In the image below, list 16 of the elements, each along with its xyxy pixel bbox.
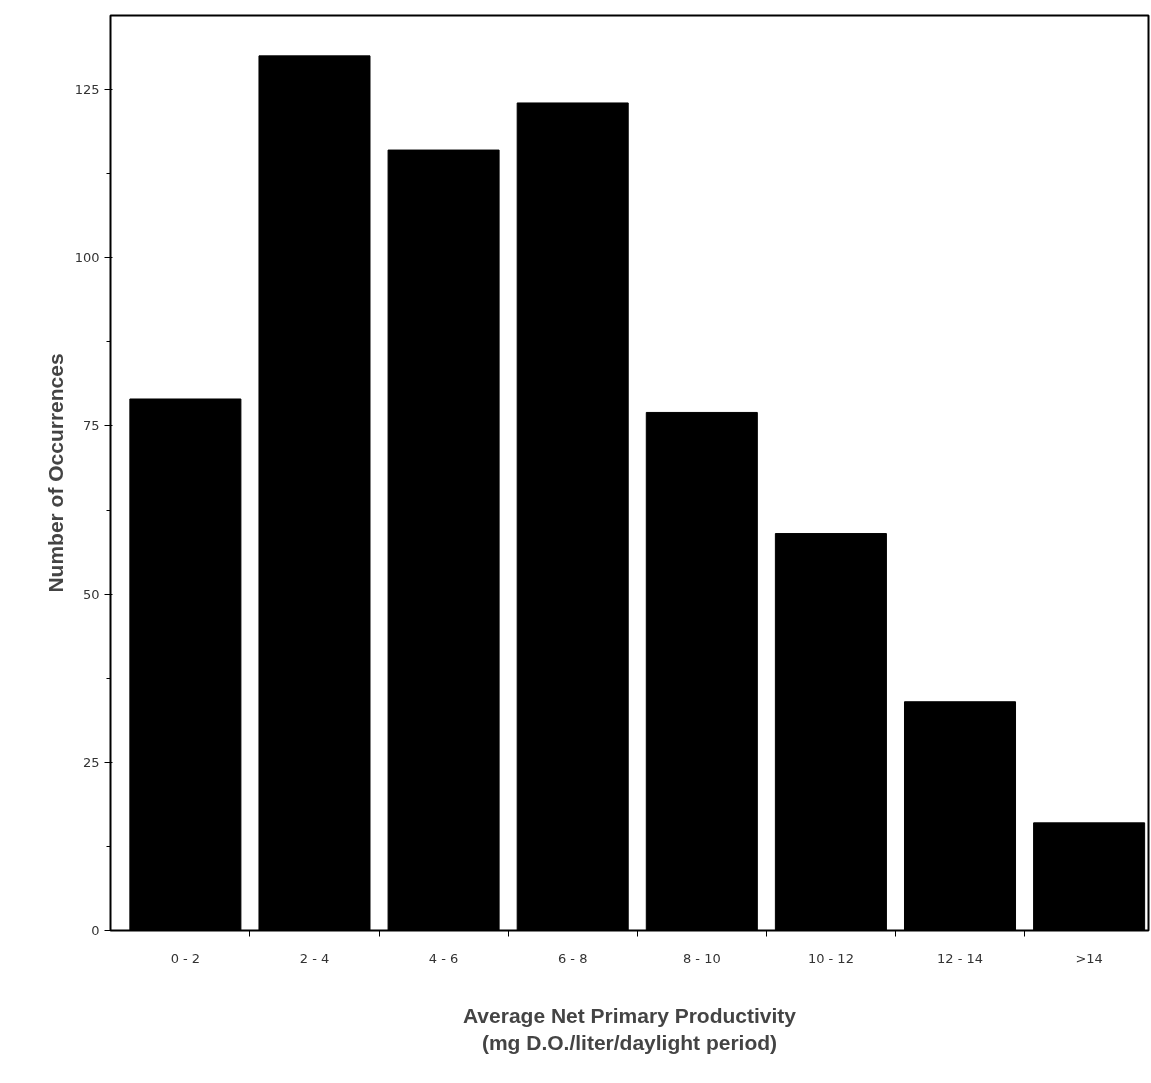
y-tick-label: 25 [82, 754, 100, 770]
x-tick-label: 10 - 12 [807, 950, 854, 966]
x-tick-label: 2 - 4 [299, 950, 330, 966]
x-tick-label: 0 - 2 [170, 950, 201, 966]
x-tick-label: >14 [1075, 950, 1103, 966]
y-axis-title: Number of Occurrences [43, 353, 67, 593]
y-tick-label: 100 [74, 250, 100, 266]
x-tick-label: 6 - 8 [557, 950, 588, 966]
y-tick-label: 0 [91, 923, 100, 938]
x-axis-title: Average Net Primary Productivity (mg D.O./liter/daylight period) [462, 1003, 797, 1055]
x-tick-label: 4 - 6 [428, 950, 459, 966]
y-tick-label: 125 [74, 82, 100, 98]
x-tick-label: 8 - 10 [682, 950, 721, 966]
x-tick-label: 12 - 14 [936, 950, 984, 966]
y-tick-label: 50 [82, 586, 100, 602]
y-tick-label: 75 [82, 418, 100, 434]
